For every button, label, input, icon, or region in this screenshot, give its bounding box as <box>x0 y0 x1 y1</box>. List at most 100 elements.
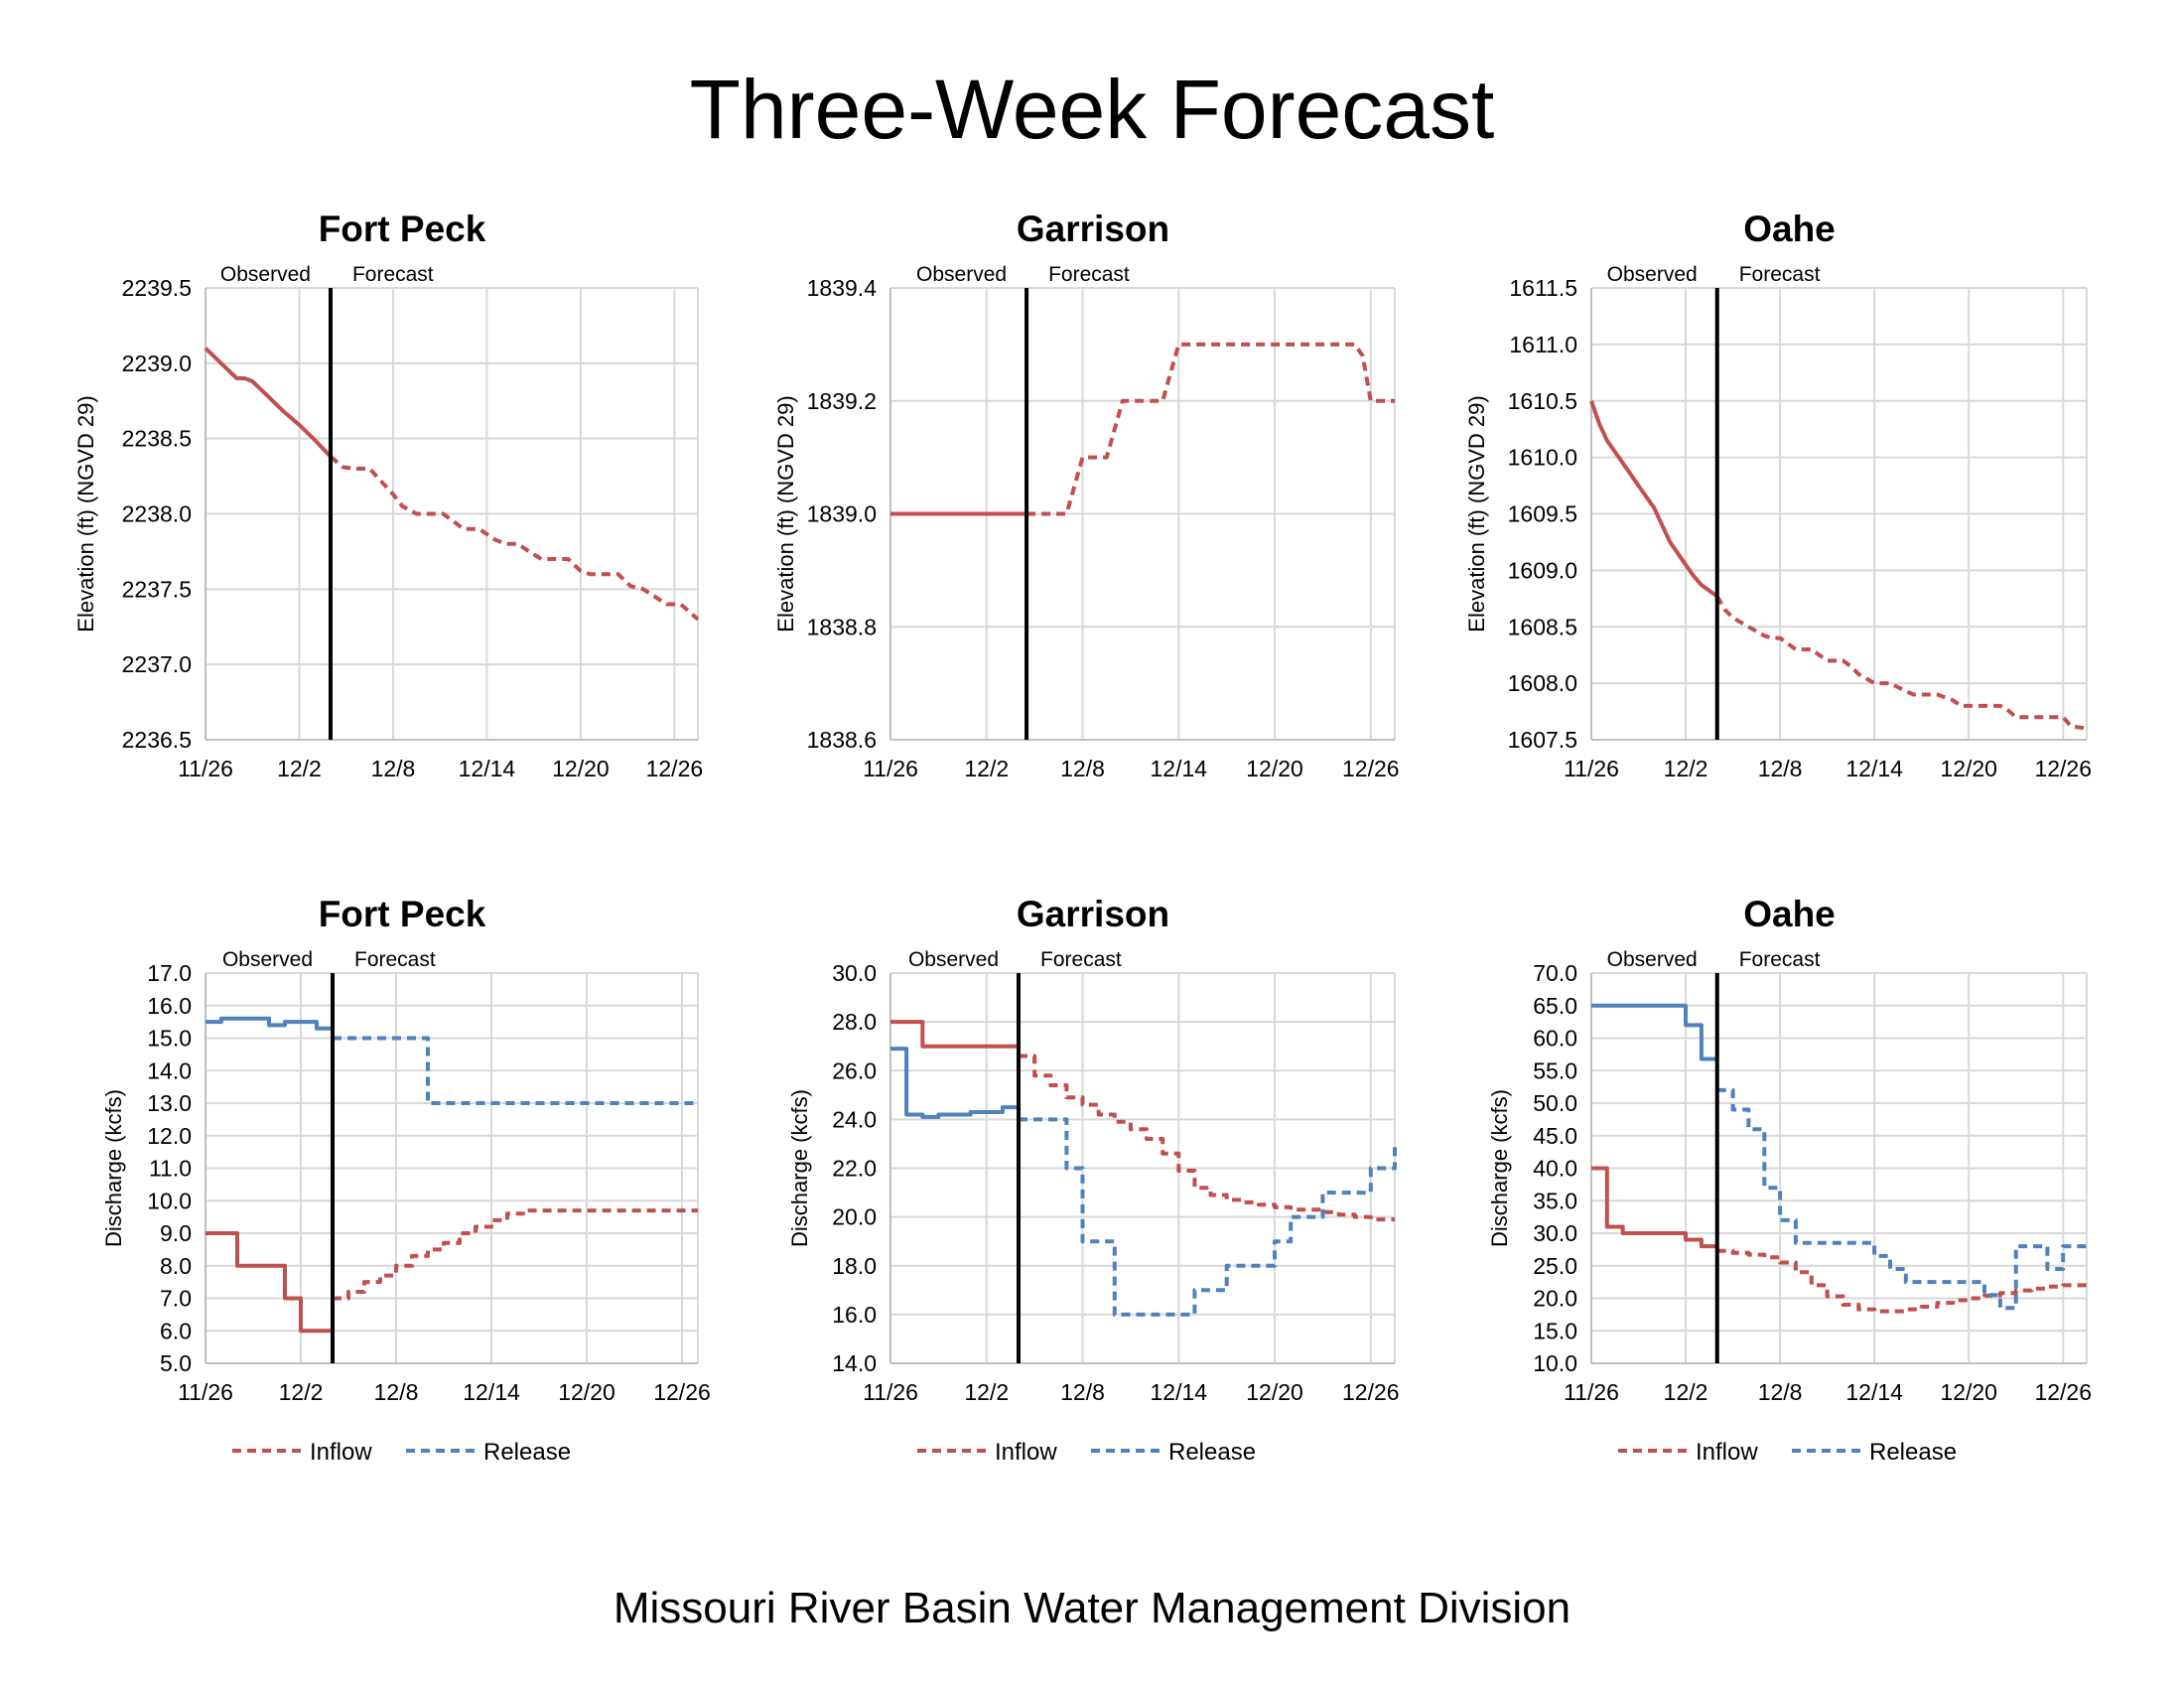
series-inflow-line <box>1019 1054 1395 1222</box>
x-tick-label: 12/20 <box>1246 1379 1303 1405</box>
series-release-observed-line <box>205 1016 333 1031</box>
x-tick-label: 11/26 <box>178 1379 233 1405</box>
y-tick-label: 16.0 <box>147 993 192 1019</box>
x-tick-label: 12/20 <box>552 756 610 781</box>
x-tick-label: 12/14 <box>1845 756 1903 781</box>
y-tick-label: 8.0 <box>160 1253 192 1279</box>
y-axis-label: Discharge (kcfs) <box>101 1089 126 1247</box>
chart-fort-peck-discharge: 5.0 6.0 7.0 8.0 9.0 10.0 11.0 12.0 13.0 14.0 15.0 1… <box>101 894 711 1466</box>
series-release-line <box>1019 1117 1397 1317</box>
legend: Inflow Release <box>232 1439 571 1466</box>
y-tick-label: 45.0 <box>1533 1123 1577 1149</box>
y-tick-label: 28.0 <box>832 1009 877 1035</box>
y-tick-label: 2239.5 <box>122 275 192 301</box>
chart-title: Fort Peck <box>319 209 486 249</box>
series-release-observed-line <box>1591 1003 1717 1061</box>
y-tick-label: 15.0 <box>147 1026 192 1052</box>
chart-oahe-discharge: 10.0 15.0 20.0 25.0 30.0 35.0 40.0 45.0 50.0 55.0… <box>1487 894 2092 1466</box>
chart-title: Oahe <box>1743 209 1836 249</box>
y-tick-label: 1839.2 <box>807 388 877 414</box>
x-tick-label: 12/2 <box>279 1379 324 1405</box>
y-tick-label: 2237.5 <box>122 576 192 602</box>
x-tick-label: 12/20 <box>1940 1379 1997 1405</box>
y-axis-label: Discharge (kcfs) <box>1487 1089 1512 1247</box>
chart-garrison-elevation: 1838.6 1838.8 1839.0 1839.2 1839.4 11/26 12/2 1… <box>773 209 1400 781</box>
legend-inflow-label: Inflow <box>310 1439 372 1466</box>
y-tick-label: 14.0 <box>832 1350 877 1376</box>
x-tick-label: 12/2 <box>277 756 322 781</box>
y-tick-label: 1839.0 <box>807 501 877 527</box>
y-tick-label: 20.0 <box>1533 1286 1577 1312</box>
series-inflow-line <box>1716 1248 2087 1314</box>
forecast-label: Forecast <box>1048 263 1130 286</box>
x-tick-label: 12/26 <box>1342 756 1400 781</box>
x-tick-label: 12/26 <box>2034 756 2092 781</box>
x-tick-label: 12/26 <box>653 1379 711 1405</box>
y-tick-label: 11.0 <box>149 1156 192 1182</box>
y-tick-label: 50.0 <box>1533 1090 1577 1116</box>
series-inflow-observed-line <box>1591 1166 1717 1249</box>
y-tick-label: 30.0 <box>832 960 877 986</box>
y-tick-label: 1839.4 <box>807 275 878 301</box>
observed-label: Observed <box>222 948 313 971</box>
y-tick-label: 6.0 <box>160 1318 192 1343</box>
y-tick-label: 1838.6 <box>807 727 877 753</box>
series-forecast-line <box>1714 595 2088 731</box>
y-tick-label: 1608.5 <box>1508 614 1577 639</box>
forecast-label: Forecast <box>352 263 434 286</box>
series-observed-line <box>204 347 333 459</box>
observed-label: Observed <box>908 948 999 971</box>
observed-label: Observed <box>916 263 1007 286</box>
y-tick-label: 20.0 <box>832 1204 877 1230</box>
series-inflow-observed-line <box>205 1231 333 1334</box>
legend: Inflow Release <box>1618 1439 1957 1466</box>
x-tick-label: 12/8 <box>1758 1379 1803 1405</box>
x-tick-label: 11/26 <box>863 756 918 781</box>
x-tick-label: 11/26 <box>863 1379 918 1405</box>
y-tick-label: 1611.5 <box>1509 275 1577 301</box>
chart-oahe-elevation: 1607.5 1608.0 1608.5 1609.0 1609.5 1610.0 1610… <box>1464 209 2092 781</box>
y-tick-label: 70.0 <box>1533 960 1577 986</box>
y-tick-label: 5.0 <box>160 1350 192 1376</box>
y-tick-label: 12.0 <box>147 1123 192 1149</box>
forecast-label: Forecast <box>1040 948 1122 971</box>
x-tick-label: 12/2 <box>1664 756 1708 781</box>
forecast-label: Forecast <box>1739 948 1821 971</box>
series-release-line <box>333 1036 698 1105</box>
x-tick-label: 12/8 <box>371 756 416 781</box>
x-tick-label: 12/8 <box>374 1379 419 1405</box>
y-tick-label: 7.0 <box>160 1286 192 1312</box>
x-tick-label: 12/14 <box>1151 756 1208 781</box>
y-tick-label: 1609.5 <box>1508 501 1577 527</box>
chart-garrison-discharge: 14.0 16.0 18.0 20.0 22.0 24.0 26.0 28.0 30.0 11/2… <box>787 894 1400 1466</box>
x-tick-label: 11/26 <box>1564 1379 1619 1405</box>
x-tick-label: 12/2 <box>964 756 1009 781</box>
forecast-label: Forecast <box>354 948 436 971</box>
x-tick-label: 12/20 <box>1940 756 1997 781</box>
series-release-line <box>1716 1087 2087 1311</box>
y-tick-label: 1608.0 <box>1508 670 1577 696</box>
y-tick-label: 1610.5 <box>1508 388 1577 414</box>
x-tick-label: 12/14 <box>1151 1379 1208 1405</box>
x-tick-label: 12/2 <box>964 1379 1009 1405</box>
legend-inflow-label: Inflow <box>995 1439 1057 1466</box>
footer-credit: Missouri River Basin Water Management Di… <box>613 1584 1571 1632</box>
x-tick-label: 12/26 <box>1342 1379 1400 1405</box>
y-tick-label: 1610.0 <box>1508 445 1577 471</box>
y-tick-label: 1609.0 <box>1508 557 1577 583</box>
y-tick-label: 35.0 <box>1533 1188 1577 1213</box>
x-tick-label: 12/8 <box>1758 756 1803 781</box>
y-tick-label: 1607.5 <box>1508 727 1577 753</box>
y-tick-label: 2239.0 <box>122 351 192 376</box>
y-tick-label: 25.0 <box>1533 1253 1577 1279</box>
y-tick-label: 2238.5 <box>122 426 192 452</box>
y-tick-label: 22.0 <box>832 1156 877 1182</box>
forecast-label: Forecast <box>1739 263 1821 286</box>
legend-release-label: Release <box>483 1439 571 1466</box>
x-tick-label: 12/8 <box>1060 756 1105 781</box>
y-tick-label: 16.0 <box>832 1302 877 1328</box>
y-tick-label: 26.0 <box>832 1057 877 1083</box>
y-tick-label: 65.0 <box>1533 993 1577 1019</box>
y-axis-label: Elevation (ft) (NGVD 29) <box>773 395 798 632</box>
